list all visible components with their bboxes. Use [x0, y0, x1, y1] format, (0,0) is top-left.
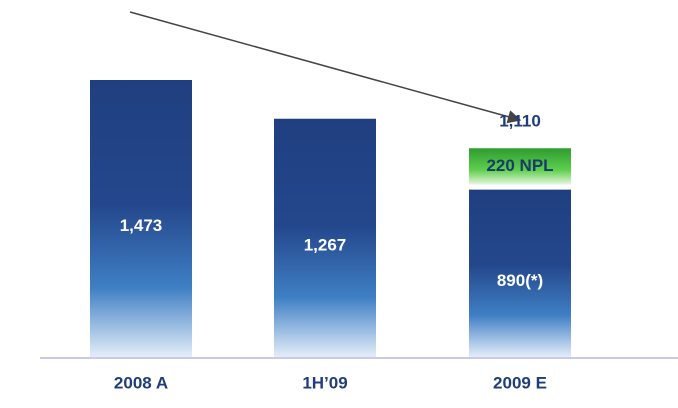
bar-segment [469, 148, 571, 185]
x-tick-label: 2008 A [114, 373, 168, 392]
value-label: 1,473 [120, 216, 163, 235]
x-tick-label: 2009 E [493, 373, 547, 392]
bar-segment [469, 189, 571, 357]
bar-segment [90, 80, 192, 357]
trend-arrow [129, 11, 522, 124]
bar-segment [274, 118, 376, 357]
value-label: 220 NPL [486, 156, 553, 175]
x-tick-label: 1H’09 [302, 373, 347, 392]
value-label: 890(*) [497, 271, 543, 290]
value-label: 1,267 [304, 235, 347, 254]
total-label: 1,110 [499, 112, 541, 131]
